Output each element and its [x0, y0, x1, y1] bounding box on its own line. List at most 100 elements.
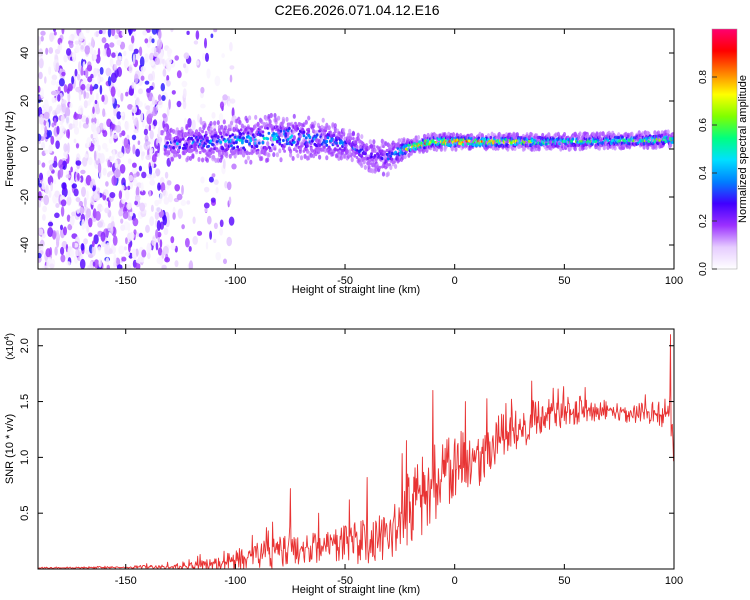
noise-cell [38, 183, 42, 188]
noise-cell [89, 84, 93, 95]
snr-x-tick-label: 50 [558, 575, 570, 587]
noise-cell [79, 200, 83, 207]
noise-cell [213, 179, 219, 186]
ridge-halo-cell [302, 122, 306, 128]
noise-cell [102, 142, 108, 150]
noise-cell [162, 69, 167, 77]
noise-cell [58, 131, 65, 137]
noise-cell [123, 137, 129, 149]
noise-cell [177, 208, 183, 219]
noise-cell [125, 189, 130, 201]
noise-cell [148, 165, 153, 176]
ridge-halo-cell [373, 148, 377, 154]
ridge-cell [249, 136, 253, 140]
ridge-cell [167, 152, 171, 156]
noise-cell [113, 253, 117, 265]
noise-cell [226, 236, 232, 247]
ridge-halo-cell [292, 113, 296, 119]
ridge-cell [288, 126, 291, 131]
noise-cell [210, 197, 216, 203]
noise-cell [145, 105, 151, 111]
noise-cell [147, 113, 154, 119]
ridge-cell [238, 135, 242, 139]
noise-cell [99, 67, 104, 75]
noise-cell [99, 84, 103, 95]
noise-cell [90, 134, 94, 139]
noise-cell [93, 49, 97, 61]
noise-cell [59, 42, 63, 51]
noise-cell [69, 215, 75, 226]
noise-cell [133, 94, 137, 99]
ridge-halo-cell [229, 120, 234, 126]
noise-cell [38, 133, 42, 142]
noise-cell [172, 212, 176, 220]
ridge-cell [169, 146, 173, 150]
ridge-cell [279, 129, 283, 133]
noise-cell [215, 251, 221, 261]
ridge-halo-cell [211, 154, 215, 160]
noise-cell [75, 160, 82, 166]
noise-cell [80, 169, 86, 175]
ridge-halo-cell [238, 120, 242, 125]
colorbar-tick-label: 0.4 [698, 166, 709, 180]
noise-cell [97, 246, 102, 252]
noise-cell [135, 259, 141, 264]
noise-cell [71, 123, 75, 129]
noise-cell [125, 91, 129, 97]
noise-cell [202, 52, 206, 61]
noise-cell [118, 209, 123, 217]
ridge-cell [179, 138, 183, 142]
ridge-cell [282, 138, 285, 143]
ridge-halo-cell [233, 153, 237, 159]
noise-cell [170, 236, 175, 244]
noise-cell [145, 141, 151, 146]
noise-cell [223, 258, 227, 265]
noise-cell [120, 92, 124, 102]
noise-cell [211, 173, 216, 178]
noise-cell [104, 207, 110, 214]
ridge-halo-cell [318, 154, 322, 160]
noise-cell [219, 228, 224, 236]
snr-line [38, 334, 674, 569]
noise-cell [91, 37, 94, 48]
noise-cell [88, 92, 95, 103]
noise-cell [205, 241, 209, 250]
noise-cell [127, 222, 131, 232]
noise-cell [47, 227, 54, 238]
ridge-halo-cell [205, 157, 209, 163]
ridge-halo-cell [188, 156, 193, 161]
noise-cell [48, 66, 52, 75]
ridge-halo-cell [630, 131, 634, 137]
ridge-halo-cell [554, 132, 558, 138]
ridge-halo-cell [599, 131, 603, 137]
noise-cell [166, 180, 172, 186]
noise-cell [46, 170, 51, 178]
ridge-halo-cell [225, 153, 229, 159]
noise-cell [107, 76, 112, 87]
spectrogram-x-axis-label: Height of straight line (km) [292, 284, 420, 296]
ridge-halo-cell [573, 146, 577, 152]
noise-cell [61, 182, 67, 190]
noise-cell [119, 164, 126, 174]
noise-cell [150, 204, 154, 212]
noise-cell [92, 106, 95, 114]
noise-cell [79, 120, 82, 129]
snr-x-tick-label: 100 [665, 575, 683, 587]
noise-cell [41, 162, 46, 168]
noise-cell [222, 94, 228, 101]
noise-cell [158, 29, 162, 40]
noise-cell [149, 149, 153, 156]
ridge-cell [238, 138, 242, 142]
ridge-halo-cell [170, 156, 174, 162]
noise-cell [140, 75, 145, 81]
noise-cell [151, 29, 158, 35]
ridge-cell [290, 134, 294, 138]
ridge-halo-cell [246, 155, 250, 161]
noise-cell [163, 227, 169, 236]
noise-cell [145, 154, 152, 160]
noise-cell [176, 70, 182, 79]
ridge-halo-cell [653, 130, 657, 136]
noise-cell [144, 134, 149, 143]
ridge-halo-cell [216, 120, 220, 126]
ridge-cell [247, 126, 250, 130]
